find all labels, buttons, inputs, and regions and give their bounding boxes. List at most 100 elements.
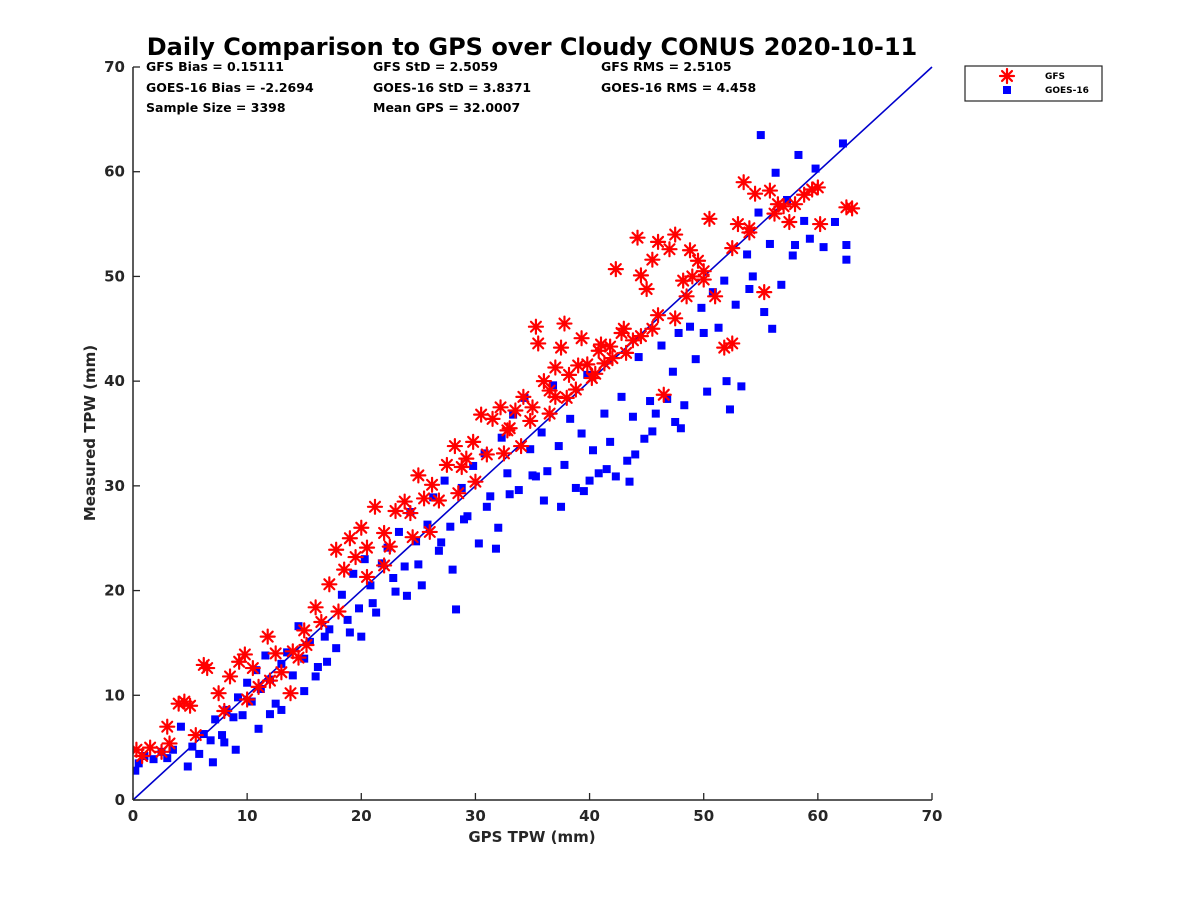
gfs-point — [761, 182, 779, 199]
goes-16-point — [360, 555, 369, 564]
y-axis-label: Measured TPW (mm) — [81, 345, 99, 521]
gfs-point — [381, 538, 398, 555]
goes-16-point — [600, 409, 609, 418]
goes-16-point — [588, 446, 597, 455]
goes-16-point — [594, 469, 603, 478]
goes-16-point — [671, 417, 680, 426]
gfs-point — [341, 530, 358, 547]
goes-16-point — [680, 401, 689, 410]
gfs-point — [552, 339, 570, 356]
gfs-point — [560, 366, 578, 383]
goes-16-point — [577, 429, 586, 438]
stat-goes-bias: GOES-16 Bias = -2.2694 — [146, 80, 314, 95]
gfs-point — [267, 645, 284, 662]
goes-16-point — [571, 483, 580, 492]
goes-16-point — [389, 574, 398, 583]
gfs-point — [729, 215, 747, 233]
gfs-point — [507, 402, 524, 419]
gfs-point — [423, 476, 441, 493]
gfs-point — [796, 186, 813, 203]
gfs-point — [467, 473, 484, 490]
x-tick-label: 30 — [465, 807, 486, 825]
gfs-point — [404, 529, 421, 546]
goes-16-point — [722, 377, 731, 386]
goes-16-point — [674, 328, 683, 337]
goes-16-point — [526, 445, 535, 454]
goes-16-point — [737, 382, 746, 391]
gfs-point — [527, 318, 545, 335]
goes-16-point — [686, 322, 695, 331]
goes-16-point — [602, 465, 611, 474]
goes-16-point — [743, 250, 752, 259]
gfs-point — [321, 576, 338, 593]
gfs-point — [501, 420, 518, 437]
gfs-point — [358, 539, 376, 556]
x-tick-label: 10 — [237, 807, 258, 825]
gfs-point — [756, 284, 773, 301]
gfs-point — [250, 678, 267, 696]
gfs-point — [244, 659, 261, 677]
gfs-point — [667, 226, 684, 243]
goes-16-point — [448, 565, 457, 574]
gfs-point — [328, 541, 345, 558]
goes-16-point — [429, 493, 438, 502]
goes-16-point — [168, 745, 177, 754]
goes-16-point — [651, 409, 660, 418]
goes-16-point — [748, 272, 757, 281]
goes-16-point — [486, 492, 495, 501]
gfs-point — [579, 356, 596, 373]
goes-16-point — [163, 754, 172, 763]
gfs-point — [313, 613, 330, 631]
goes-16-point — [691, 355, 700, 364]
gfs-point — [843, 200, 861, 217]
goes-16-point — [676, 424, 685, 433]
gfs-point — [541, 405, 558, 422]
goes-16-point — [606, 437, 615, 446]
gfs-point — [786, 196, 804, 213]
gfs-point — [638, 280, 655, 298]
goes-16-point — [783, 195, 792, 204]
goes-16-point — [505, 490, 514, 499]
gfs-point — [512, 437, 530, 455]
goes-16-point — [133, 766, 140, 775]
gfs-point — [741, 224, 758, 241]
gfs-point — [632, 328, 650, 345]
goes-16-point — [754, 208, 763, 217]
goes-16-point — [320, 632, 329, 641]
series-gfs — [133, 174, 861, 765]
goes-16-point — [657, 341, 666, 350]
goes-16-point — [539, 496, 548, 505]
gfs-point — [567, 381, 584, 398]
gfs-point — [415, 490, 433, 507]
axes: 0 10 20 30 40 50 60 70 0 10 20 30 40 50 60 70 — [104, 58, 942, 825]
goes-16-point — [720, 276, 729, 285]
goes-16-point — [345, 628, 354, 637]
goes-16-point — [288, 671, 297, 680]
goes-16-point — [543, 467, 552, 476]
goes-16-point — [149, 755, 158, 764]
goes-16-point — [579, 487, 588, 496]
gfs-point — [438, 456, 455, 474]
gfs-point — [484, 410, 501, 427]
stat-mean-gps: Mean GPS = 32.0007 — [373, 100, 520, 115]
goes-16-point — [265, 710, 274, 719]
goes-16-point — [640, 434, 649, 443]
goes-16-point — [414, 560, 423, 569]
gfs-point — [261, 672, 279, 689]
goes-16-point — [756, 131, 765, 140]
legend-box — [964, 65, 1103, 102]
x-axis-label: GPS TPW (mm) — [468, 828, 595, 846]
stat-gfs-rms: GFS RMS = 2.5105 — [601, 59, 732, 74]
stat-goes-rms: GOES-16 RMS = 4.458 — [601, 80, 756, 95]
goes-16-point — [199, 730, 208, 739]
stats-block: GFS Bias = 0.15111 GFS StD = 2.5059 GFS … — [146, 59, 756, 115]
gfs-point — [629, 229, 646, 246]
gfs-point — [465, 433, 482, 450]
gfs-point — [298, 636, 315, 654]
gfs-point — [707, 288, 724, 305]
goes-16-point — [277, 659, 286, 668]
gfs-point — [695, 271, 712, 288]
gfs-point — [570, 357, 587, 374]
goes-16-point — [254, 724, 263, 733]
